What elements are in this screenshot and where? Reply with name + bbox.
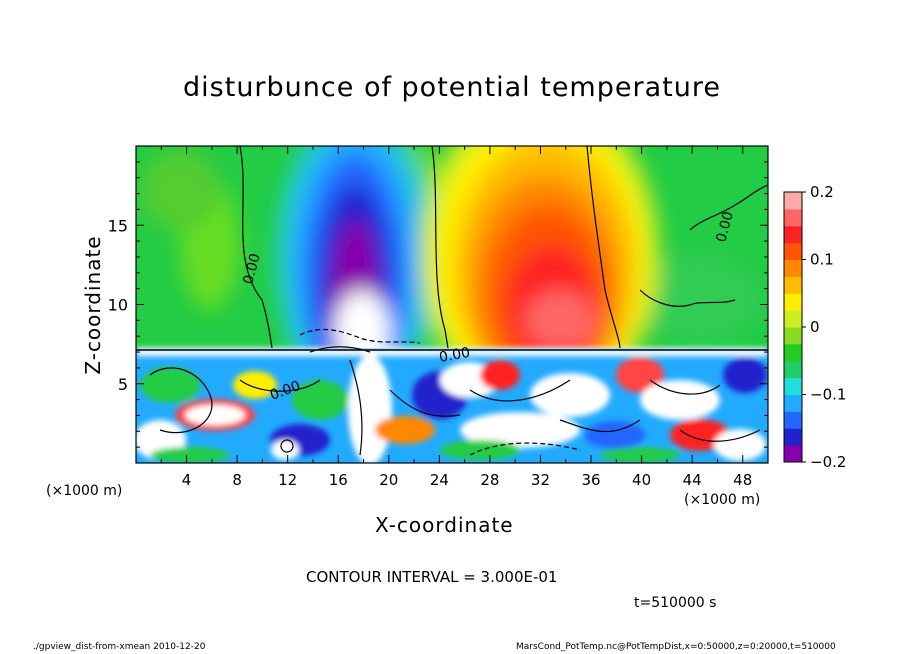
colorbar-segment (784, 208, 802, 227)
contour-label: 0.00 (240, 252, 264, 286)
footer-data-source: MarsCond_PotTemp.nc@PotTempDist,x=0:5000… (516, 642, 836, 652)
contour-interval-text: CONTOUR INTERVAL = 3.000E-01 (306, 568, 558, 586)
colorbar-segment (784, 276, 802, 294)
colorbar-segment (784, 242, 802, 260)
colorbar-segment (784, 259, 802, 277)
colorbar-segment (784, 225, 802, 244)
x-tick-label: 28 (480, 471, 499, 489)
x-tick-label: 32 (531, 471, 550, 489)
x-tick-label: 44 (683, 471, 702, 489)
contour-label: 0.00 (713, 210, 737, 244)
heatmap-field (136, 146, 768, 463)
x-tick-label: 36 (581, 471, 600, 489)
colorbar-segment (784, 327, 802, 345)
x-tick-label: 40 (632, 471, 651, 489)
y-tick-label: 5 (118, 375, 128, 394)
colorbar-tick-label: 0.1 (810, 251, 834, 269)
colorbar-tick-label: 0 (810, 318, 820, 336)
x-tick-label: 20 (379, 471, 398, 489)
x-tick-label: 16 (329, 471, 348, 489)
x-tick-label: 24 (430, 471, 449, 489)
colorbar-segment (784, 192, 802, 210)
colorbar-segment (784, 428, 802, 446)
colorbar-segment (784, 445, 802, 463)
colorbar-segment (784, 310, 802, 328)
y-axis-label: Z-coordinate (81, 235, 105, 375)
axis-ticks (136, 146, 768, 463)
y-tick-label: 10 (108, 296, 128, 315)
colorbar-tick-label: −0.2 (810, 453, 846, 471)
x-tick-label: 4 (182, 471, 192, 489)
y-tick-label: 15 (108, 216, 128, 235)
colorbar-segment (784, 394, 802, 412)
x-unit-label-right: (×1000 m) (684, 492, 761, 508)
colorbar-segment (784, 343, 802, 362)
colorbar-tick-label: 0.2 (810, 183, 834, 201)
footer-script-name: ./gpview_dist-from-xmean 2010-12-20 (33, 642, 206, 652)
time-label: t=510000 s (634, 595, 717, 611)
x-axis-label: X-coordinate (375, 513, 514, 537)
chart-title: disturbunce of potential temperature (183, 72, 721, 103)
colorbar-tick-labels: −0.2 −0.1 0 0.1 0.2 (802, 183, 846, 471)
colorbar-segment (784, 360, 802, 379)
x-tick-label: 8 (232, 471, 242, 489)
x-unit-label-left: (×1000 m) (46, 483, 123, 499)
x-tick-label: 48 (733, 471, 752, 489)
colorbar (784, 192, 802, 463)
colorbar-segment (784, 377, 802, 395)
y-tick-labels: 5 10 15 (108, 216, 128, 394)
x-tick-labels: 4 8 12 16 20 24 28 32 36 40 44 48 (182, 471, 752, 489)
colorbar-tick-label: −0.1 (810, 386, 846, 404)
x-tick-label: 12 (278, 471, 297, 489)
contour-label: 0.00 (438, 345, 471, 366)
colorbar-segment (784, 293, 802, 311)
colorbar-segment (784, 411, 802, 429)
